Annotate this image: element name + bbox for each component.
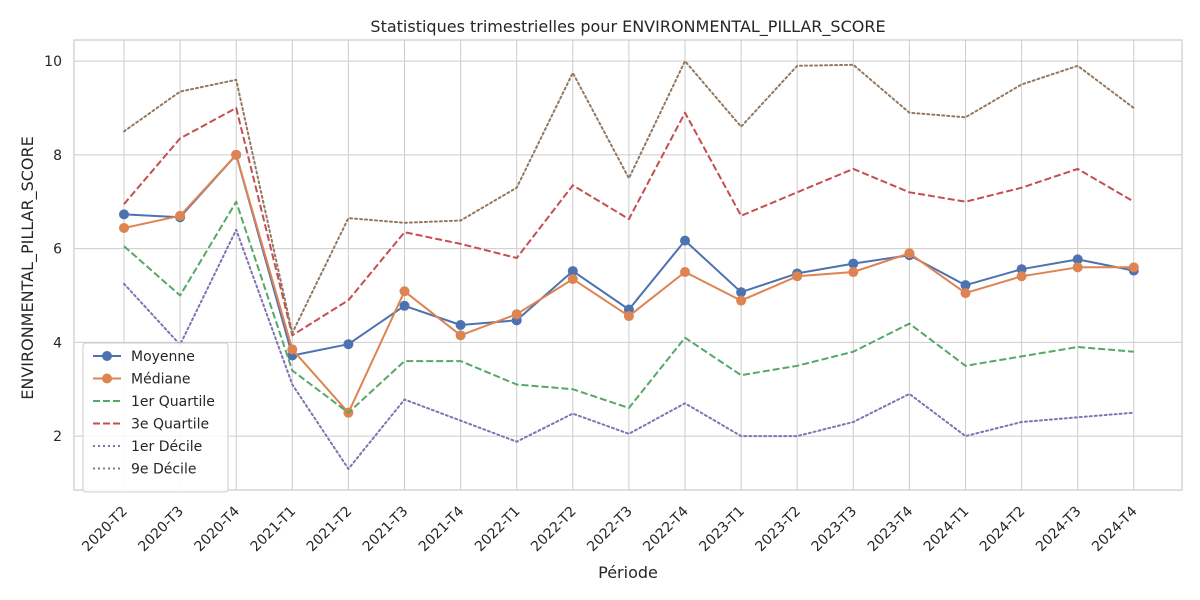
x-tick-label: 2022-T3	[584, 504, 636, 556]
x-tick-label: 2021-T3	[360, 504, 412, 556]
x-axis-ticks: 2020-T2 2020-T3 2020-T4 2021-T1 2021-T2 2021-…	[79, 503, 1140, 555]
x-tick-label: 2024-T1	[921, 504, 973, 556]
data-point	[1128, 262, 1139, 273]
data-point	[567, 266, 578, 277]
grid	[74, 40, 1182, 490]
data-point	[1016, 271, 1027, 282]
series-line	[123, 228, 1135, 470]
legend-item: 1er Quartile	[93, 394, 215, 410]
legend-box	[82, 342, 229, 493]
data-point	[1072, 262, 1083, 273]
x-tick-label: 2023-T2	[753, 504, 805, 556]
data-point	[792, 271, 803, 282]
x-tick-label: 2023-T4	[865, 503, 917, 555]
series-line	[123, 200, 1134, 414]
data-point	[119, 209, 129, 220]
series-line	[123, 60, 1135, 334]
x-tick-label: 2024-T3	[1033, 504, 1085, 556]
plot-frame	[73, 39, 1183, 491]
y-tick-label: 6	[53, 242, 62, 258]
data-point	[848, 267, 859, 278]
legend-label: 1er Décile	[131, 439, 202, 455]
x-tick-label: 2024-T2	[977, 504, 1029, 556]
data-point	[736, 295, 747, 306]
data-point	[567, 274, 578, 285]
y-axis-ticks: 2 4 6 8 10	[44, 54, 62, 445]
series-3	[123, 107, 1135, 337]
legend-label: Moyenne	[131, 349, 195, 365]
data-point	[1016, 264, 1027, 275]
legend: Moyenne Médiane 1er Quartile 3e Quartile 1er…	[82, 342, 229, 493]
data-point	[960, 288, 971, 299]
data-point	[904, 248, 915, 259]
x-tick-label: 2020-T2	[79, 504, 131, 556]
chart-title: Statistiques trimestrielles pour ENVIRON…	[370, 17, 885, 37]
data-point	[399, 286, 410, 297]
data-point	[455, 330, 466, 341]
legend-marker	[102, 351, 112, 361]
data-point	[343, 339, 354, 350]
series-2	[123, 200, 1134, 414]
y-tick-label: 2	[53, 429, 62, 445]
data-point	[680, 235, 690, 246]
legend-marker	[102, 373, 112, 384]
legend-item: 9e Décile	[93, 462, 196, 478]
x-tick-label: 2020-T3	[135, 504, 187, 556]
x-tick-label: 2023-T3	[809, 504, 861, 556]
data-point	[399, 300, 410, 311]
data-point	[119, 222, 129, 233]
data-point	[680, 267, 690, 278]
data-point	[455, 320, 466, 330]
x-tick-label: 2021-T4	[416, 503, 468, 555]
y-tick-label: 8	[53, 148, 62, 164]
series-1	[119, 149, 1139, 418]
x-axis-label: Période	[598, 563, 658, 582]
x-tick-label: 2024-T4	[1089, 503, 1141, 555]
x-tick-label: 2021-T1	[248, 504, 300, 556]
y-tick-label: 4	[53, 335, 62, 351]
series-4	[123, 228, 1135, 470]
data-point	[287, 344, 298, 355]
data-point	[175, 210, 186, 221]
legend-label: Médiane	[131, 372, 191, 388]
x-tick-label: 2020-T4	[192, 503, 244, 555]
x-tick-label: 2022-T2	[528, 504, 580, 556]
data-point	[623, 311, 634, 322]
y-axis-label: ENVIRONMENTAL_PILLAR_SCORE	[18, 136, 38, 399]
legend-item: Moyenne	[93, 349, 195, 365]
data-point	[1072, 254, 1083, 265]
legend-label: 3e Quartile	[131, 417, 209, 433]
series-group	[119, 60, 1139, 470]
x-tick-label: 2022-T4	[640, 503, 692, 555]
y-tick-label: 10	[44, 54, 62, 70]
legend-label: 1er Quartile	[131, 394, 215, 410]
legend-item: Médiane	[93, 372, 191, 388]
data-point	[960, 280, 971, 291]
legend-item: 3e Quartile	[93, 417, 209, 433]
series-5	[123, 60, 1135, 334]
data-point	[231, 149, 242, 160]
legend-item: 1er Décile	[93, 439, 202, 455]
x-tick-label: 2021-T2	[304, 504, 356, 556]
legend-label: 9e Décile	[131, 462, 196, 478]
data-point	[736, 287, 747, 298]
data-point	[511, 309, 522, 320]
data-point	[848, 258, 859, 269]
x-tick-label: 2023-T1	[696, 504, 748, 556]
series-line	[123, 107, 1135, 337]
x-tick-label: 2022-T1	[472, 504, 524, 556]
